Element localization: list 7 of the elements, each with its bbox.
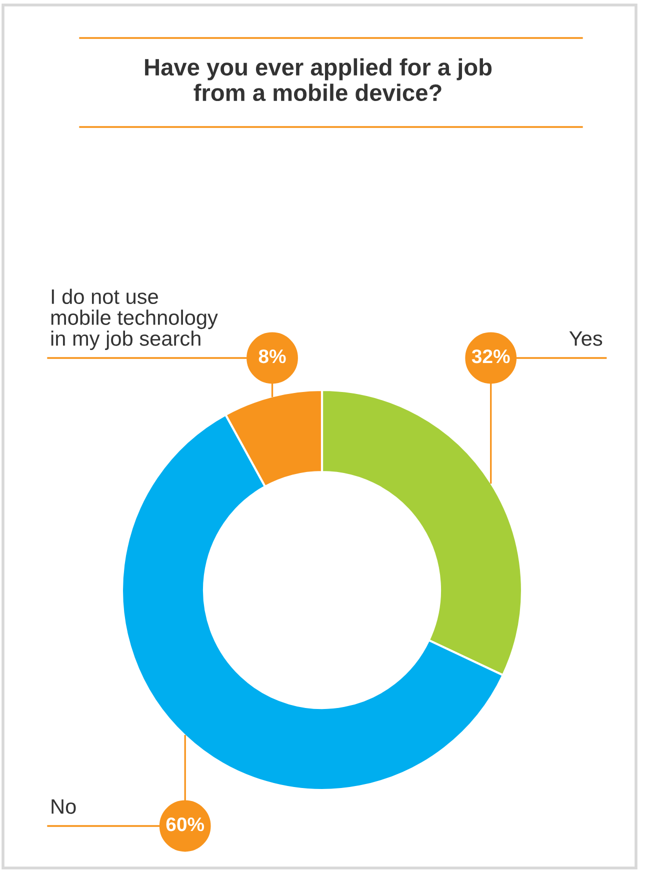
slice-label: I do not use mobile technology in my job search	[51, 288, 218, 350]
data-label: 8%	[258, 349, 286, 364]
data-label: 32%	[472, 349, 510, 364]
chart-title: Have you ever applied for a job from a mobile device?	[145, 58, 492, 102]
slice-label: Yes	[569, 331, 602, 346]
slice-label: No	[52, 799, 76, 814]
data-label: 60%	[166, 817, 204, 832]
